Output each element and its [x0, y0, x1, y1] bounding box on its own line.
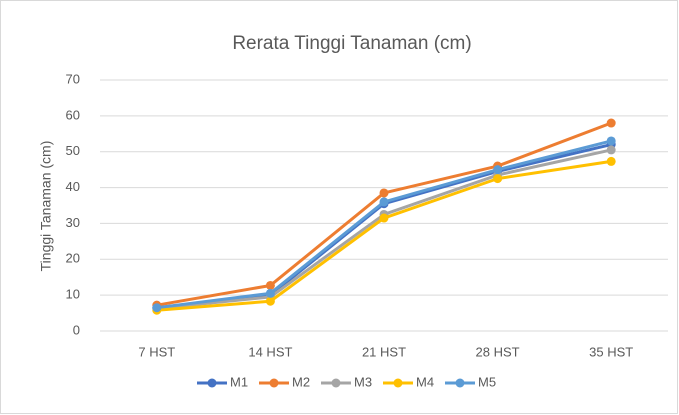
y-axis-label: Tinggi Tanaman (cm): [38, 141, 54, 272]
y-tick-label: 60: [66, 107, 80, 122]
data-point: [265, 288, 275, 298]
data-point: [265, 280, 275, 290]
data-point: [606, 118, 616, 128]
y-tick-label: 50: [66, 143, 80, 158]
legend-label: M1: [230, 374, 248, 389]
legend-marker: [331, 378, 341, 388]
x-tick-label: 35 HST: [589, 344, 633, 359]
y-tick-label: 40: [66, 179, 80, 194]
legend-marker: [269, 378, 279, 388]
legend-label: M5: [478, 374, 496, 389]
chart-title: Rerata Tinggi Tanaman (cm): [232, 33, 471, 54]
data-point: [152, 303, 162, 313]
data-point: [606, 156, 616, 166]
data-point: [379, 188, 389, 198]
data-point: [379, 197, 389, 207]
legend-marker: [207, 378, 217, 388]
x-tick-label: 28 HST: [476, 344, 520, 359]
y-tick-label: 20: [66, 251, 80, 266]
y-tick-label: 70: [66, 71, 80, 86]
x-tick-label: 21 HST: [362, 344, 406, 359]
legend-marker: [393, 378, 403, 388]
legend-label: M4: [416, 374, 434, 389]
y-tick-label: 0: [73, 322, 80, 337]
data-point: [606, 136, 616, 146]
legend-label: M2: [292, 374, 310, 389]
data-point: [606, 145, 616, 155]
x-tick-label: 7 HST: [138, 344, 175, 359]
data-point: [493, 165, 503, 175]
data-point: [493, 174, 503, 184]
data-point: [379, 213, 389, 223]
data-point: [265, 296, 275, 306]
y-tick-label: 10: [66, 287, 80, 302]
legend-marker: [455, 378, 465, 388]
legend-label: M3: [354, 374, 372, 389]
y-tick-label: 30: [66, 215, 80, 230]
x-tick-label: 14 HST: [248, 344, 292, 359]
